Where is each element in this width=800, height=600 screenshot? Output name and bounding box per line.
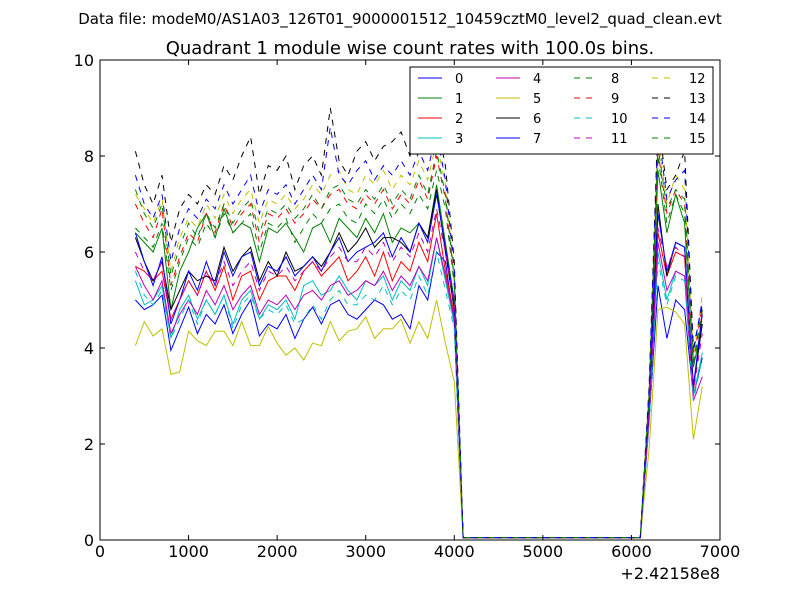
legend-label-2: 2: [455, 112, 463, 127]
legend-frame: [409, 66, 714, 155]
x-tick-label: 0: [95, 542, 105, 561]
legend-label-6: 6: [533, 112, 541, 127]
y-tick-label: 0: [84, 531, 94, 550]
series-line-11: [134, 208, 703, 539]
series-line-12: [134, 136, 703, 539]
x-tick-label: 5000: [522, 542, 563, 561]
x-tick-label: 2000: [257, 542, 298, 561]
series-layer: [134, 107, 703, 539]
legend-label-1: 1: [455, 92, 463, 107]
legend-label-8: 8: [611, 72, 619, 87]
legend-label-10: 10: [611, 112, 628, 127]
y-tick-label: 2: [84, 435, 94, 454]
legend-label-12: 12: [689, 72, 706, 87]
series-line-0: [135, 250, 703, 539]
series-line-10: [134, 251, 703, 539]
legend-label-13: 13: [689, 92, 706, 107]
series-line-1: [135, 170, 703, 539]
series-line-15: [134, 146, 703, 539]
x-tick-label: 1000: [168, 542, 209, 561]
suptitle: Data file: modeM0/AS1A03_126T01_90000015…: [78, 10, 722, 29]
x-tick-label: 7000: [700, 542, 741, 561]
y-tick-label: 6: [84, 243, 94, 262]
series-line-5: [134, 299, 703, 539]
legend-label-3: 3: [455, 132, 463, 147]
y-tick-label: 8: [84, 147, 94, 166]
x-tick-label: 3000: [345, 542, 386, 561]
legend-label-4: 4: [533, 72, 541, 87]
series-line-8: [135, 155, 703, 539]
legend-label-15: 15: [689, 132, 706, 147]
y-tick-label: 4: [84, 339, 94, 358]
series-line-7: [134, 194, 703, 539]
legend-label-7: 7: [533, 132, 541, 147]
x-tick-label: 6000: [611, 542, 652, 561]
legend-label-9: 9: [611, 92, 619, 107]
legend-label-0: 0: [455, 72, 463, 87]
legend-label-14: 14: [689, 112, 706, 127]
legend-label-5: 5: [533, 92, 541, 107]
series-line-9: [134, 151, 703, 539]
plot-frame: [99, 59, 721, 541]
chart-title: Quadrant 1 module wise count rates with …: [166, 38, 655, 59]
y-tick-label: 10: [74, 51, 94, 70]
series-line-14: [134, 127, 703, 539]
series-line-4: [134, 237, 703, 539]
x-tick-label: 4000: [434, 542, 475, 561]
x-offset-label: +2.42158e8: [620, 564, 720, 583]
legend-label-11: 11: [611, 132, 628, 147]
series-line-3: [134, 237, 703, 539]
